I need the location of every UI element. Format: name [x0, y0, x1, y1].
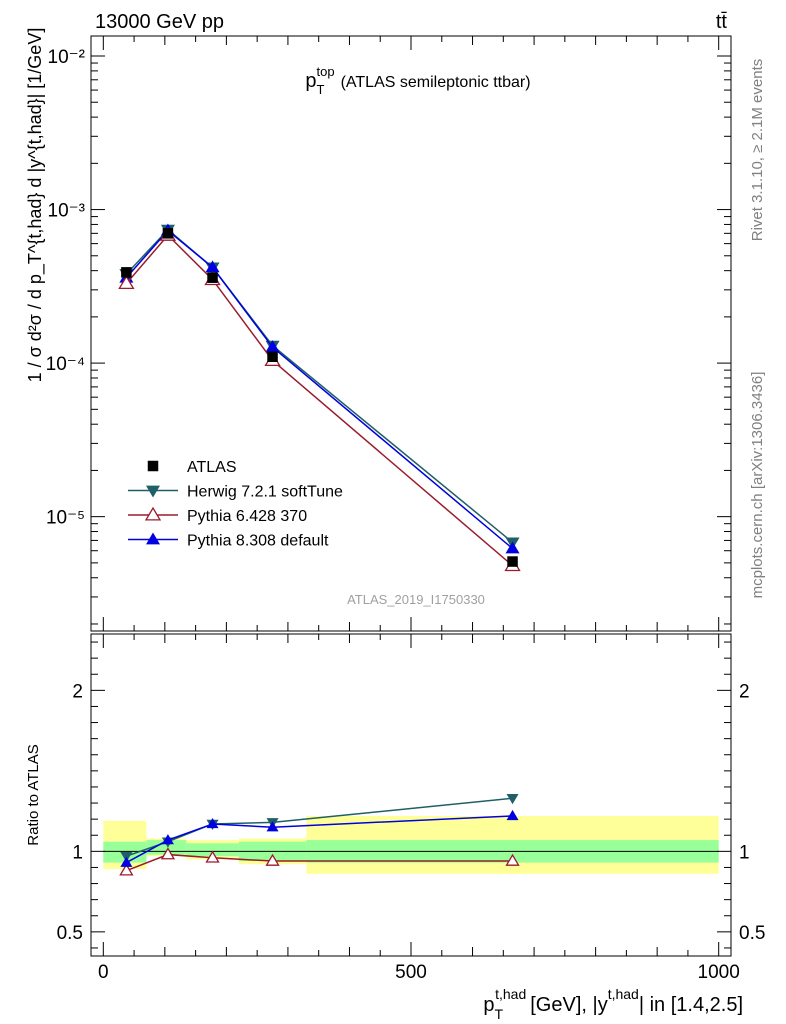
- ratio-point-pythia-8-308-default: [120, 856, 133, 867]
- x-axis-label: pTt,had [GeV], |yt,had| in [1.4,2.5]: [483, 986, 743, 1022]
- ratio-panel: 0.5 0.5 1 1 2 2 0 500 1000 Ratio to ATLAS pTt,ha…: [25, 633, 765, 1022]
- data-point-pythia-8-308-default: [505, 541, 520, 554]
- ratio-y-tick-label: 2: [72, 681, 83, 702]
- analysis-watermark: ATLAS_2019_I1750330: [347, 592, 485, 607]
- ratio-point-herwig-7-2-1-softtune: [506, 794, 519, 805]
- data-point-pythia-8-308-default: [205, 260, 220, 273]
- y-tick-label: 10⁻⁵: [46, 508, 85, 529]
- ratio-y-tick-label: 1: [72, 842, 83, 863]
- legend-marker-pythia-8-308-default: [146, 532, 160, 545]
- rivet-version-label: Rivet 3.1.10, ≥ 2.1M events: [749, 59, 766, 242]
- x-tick-label: 0: [98, 962, 109, 983]
- energy-label: 13000 GeV pp: [95, 11, 224, 33]
- chart-title-rest: (ATLAS semileptonic ttbar): [341, 74, 531, 91]
- legend-marker-atlas: [147, 460, 159, 472]
- legend: ATLAS Herwig 7.2.1 softTune Pythia 6.428 3…: [128, 459, 343, 550]
- data-point-atlas: [207, 272, 218, 283]
- ratio-panel-ticks: 0.5 0.5 1 1 2 2 0 500 1000: [57, 634, 765, 983]
- main-panel-ticks: 10⁻² 10⁻³ 10⁻⁴ 10⁻⁵: [46, 36, 731, 631]
- ratio-point-pythia-6-428-370: [205, 850, 220, 863]
- ratio-uncertainty-bands: [103, 815, 719, 874]
- series-line-pythia-6-428-370: [125, 234, 514, 567]
- data-point-pythia-8-308-default: [265, 340, 280, 353]
- ratio-y-tick-label-right: 0.5: [739, 923, 765, 944]
- x-axis-label-rest: [GeV], |y: [530, 994, 607, 1016]
- ratio-point-pythia-8-308-default: [506, 809, 519, 821]
- x-axis-label-sup2: t,had: [608, 986, 639, 1002]
- ratio-point-pythia-8-308-default: [206, 817, 219, 829]
- x-tick-label: 1000: [698, 962, 740, 983]
- y-tick-label: 10⁻²: [48, 47, 86, 68]
- legend-marker-pythia-6-428-370: [144, 506, 162, 521]
- series-line-pythia-8-308-default: [125, 229, 514, 550]
- process-label: tt̄: [716, 11, 728, 33]
- data-point-atlas: [162, 228, 174, 239]
- ratio-axis-label: Ratio to ATLAS: [25, 744, 42, 845]
- ratio-point-pythia-8-308-default: [161, 834, 174, 845]
- ratio-y-tick-label-right: 1: [739, 842, 750, 863]
- y-axis-label: 1 / σ d²σ / d p_T^{t,had} d |y^{t,had}| …: [25, 28, 46, 383]
- legend-label: ATLAS: [187, 459, 237, 476]
- ratio-panel-frame: [90, 633, 732, 957]
- x-axis-label-sup: t,had: [495, 986, 526, 1002]
- chart-title-sup: top: [317, 64, 335, 79]
- x-axis-label-rest2: | in [1.4,2.5]: [639, 994, 743, 1016]
- y-tick-label: 10⁻⁴: [46, 354, 85, 375]
- ratio-panel-series: [119, 794, 520, 876]
- mcplots-label: mcplots.cern.ch [arXiv:1306.3436]: [749, 372, 766, 599]
- data-point-atlas: [121, 267, 132, 278]
- ratio-point-pythia-6-428-370: [505, 853, 520, 866]
- chart-title-main: p: [305, 70, 316, 92]
- legend-label: Pythia 8.308 default: [187, 533, 329, 550]
- x-axis-label-main: p: [483, 994, 494, 1016]
- legend-marker-herwig-7-2-1-softtune: [146, 485, 160, 498]
- ratio-point-pythia-6-428-370: [265, 853, 280, 866]
- data-point-atlas: [267, 351, 278, 362]
- data-point-pythia-6-428-370: [118, 275, 135, 290]
- main-panel: 10⁻² 10⁻³ 10⁻⁴ 10⁻⁵ 13000 GeV pp tt̄ pTtop (…: [25, 11, 732, 632]
- x-axis-label-sub: T: [495, 1006, 504, 1022]
- legend-label: Pythia 6.428 370: [187, 508, 307, 525]
- ratio-y-tick-label: 0.5: [57, 923, 83, 944]
- ratio-y-tick-label-right: 2: [739, 681, 750, 702]
- x-tick-label: 500: [395, 962, 427, 983]
- chart-title-sub: T: [317, 82, 325, 97]
- data-point-atlas: [507, 556, 518, 567]
- main-panel-series: [118, 223, 521, 572]
- y-tick-label: 10⁻³: [48, 201, 86, 222]
- chart-title: pTtop (ATLAS semileptonic ttbar): [305, 64, 530, 97]
- ratio-point-pythia-8-308-default: [266, 821, 279, 832]
- uncertainty-band-inner: [186, 843, 239, 857]
- ratio-point-pythia-6-428-370: [160, 847, 176, 860]
- ratio-point-pythia-6-428-370: [119, 863, 134, 876]
- legend-label: Herwig 7.2.1 softTune: [187, 484, 343, 501]
